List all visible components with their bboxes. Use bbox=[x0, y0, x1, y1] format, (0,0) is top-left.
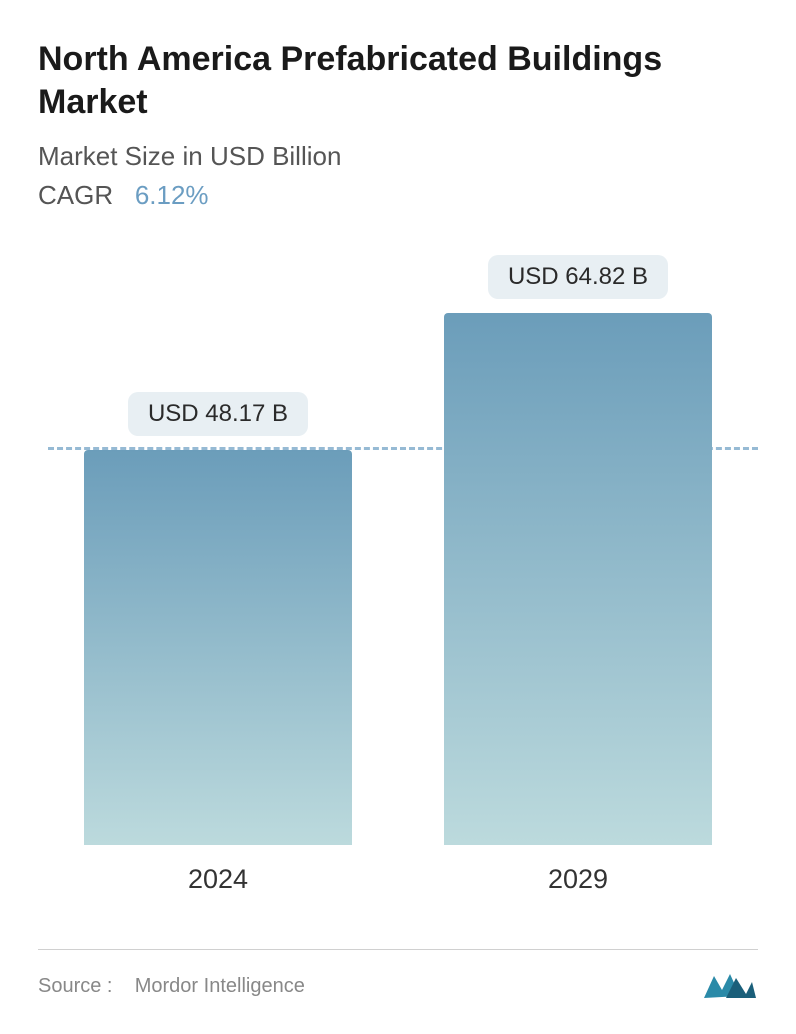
source-text: Source : Mordor Intelligence bbox=[38, 975, 305, 998]
bar-2029 bbox=[444, 313, 712, 845]
source-prefix: Source : bbox=[38, 975, 112, 997]
bar-group-2029: USD 64.82 B bbox=[428, 255, 728, 845]
bar-group-2024: USD 48.17 B bbox=[68, 392, 368, 845]
year-labels: 2024 2029 bbox=[38, 864, 758, 895]
cagr-line: CAGR 6.12% bbox=[38, 180, 758, 211]
source-name: Mordor Intelligence bbox=[135, 975, 305, 997]
bars-wrapper: USD 48.17 B USD 64.82 B bbox=[38, 255, 758, 845]
value-label-2024: USD 48.17 B bbox=[128, 392, 308, 436]
cagr-label: CAGR bbox=[38, 180, 113, 210]
cagr-spacer bbox=[120, 180, 127, 210]
cagr-value: 6.12% bbox=[135, 180, 209, 210]
year-label-2024: 2024 bbox=[68, 864, 368, 895]
chart-footer: Source : Mordor Intelligence bbox=[38, 949, 758, 1004]
chart-subtitle: Market Size in USD Billion bbox=[38, 141, 758, 172]
bar-2024 bbox=[84, 450, 352, 845]
chart-container: North America Prefabricated Buildings Ma… bbox=[0, 0, 796, 1034]
value-label-2029: USD 64.82 B bbox=[488, 255, 668, 299]
year-label-2029: 2029 bbox=[428, 864, 728, 895]
source-spacer bbox=[118, 975, 129, 997]
mordor-logo-icon bbox=[702, 968, 758, 1004]
chart-title: North America Prefabricated Buildings Ma… bbox=[38, 38, 758, 123]
chart-area: USD 48.17 B USD 64.82 B 2024 2029 bbox=[38, 255, 758, 895]
